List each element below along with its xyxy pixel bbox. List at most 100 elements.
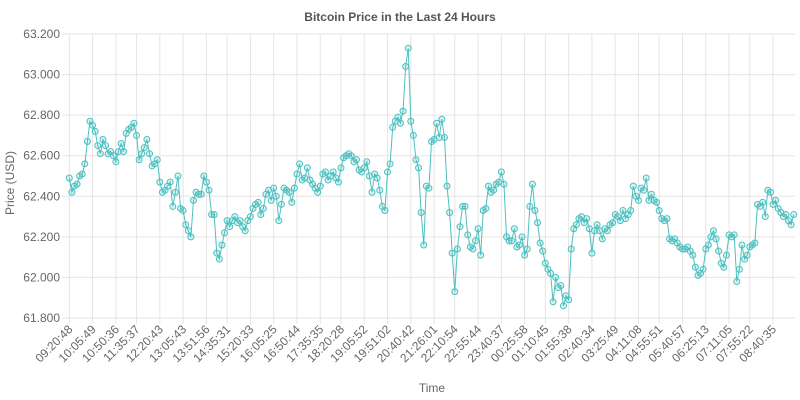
data-point[interactable] xyxy=(153,156,161,164)
data-point[interactable] xyxy=(231,213,239,221)
data-point[interactable] xyxy=(78,170,86,178)
data-point[interactable] xyxy=(68,188,76,196)
data-point[interactable] xyxy=(743,251,751,259)
data-point[interactable] xyxy=(334,178,342,186)
data-point[interactable] xyxy=(143,135,151,143)
data-point[interactable] xyxy=(464,231,472,239)
data-point[interactable] xyxy=(474,225,482,233)
data-point[interactable] xyxy=(508,237,516,245)
data-point[interactable] xyxy=(469,245,477,253)
data-point[interactable] xyxy=(368,188,376,196)
data-point[interactable] xyxy=(446,209,454,217)
data-point[interactable] xyxy=(275,217,283,225)
data-point[interactable] xyxy=(766,188,774,196)
data-point[interactable] xyxy=(557,282,565,290)
data-point[interactable] xyxy=(114,148,122,156)
data-point[interactable] xyxy=(89,121,97,129)
data-point[interactable] xyxy=(451,288,459,296)
data-point[interactable] xyxy=(461,202,469,210)
data-point[interactable] xyxy=(712,235,720,243)
data-point[interactable] xyxy=(521,251,529,259)
data-point[interactable] xyxy=(456,223,464,231)
data-point[interactable] xyxy=(314,188,322,196)
data-point[interactable] xyxy=(386,160,394,168)
data-point[interactable] xyxy=(438,115,446,123)
data-point[interactable] xyxy=(565,296,573,304)
data-point[interactable] xyxy=(730,231,738,239)
data-point[interactable] xyxy=(640,186,648,194)
data-point[interactable] xyxy=(171,188,179,196)
data-point[interactable] xyxy=(704,241,712,249)
data-point[interactable] xyxy=(226,223,234,231)
data-point[interactable] xyxy=(526,202,534,210)
data-point[interactable] xyxy=(772,196,780,204)
data-point[interactable] xyxy=(73,180,81,188)
data-point[interactable] xyxy=(787,221,795,229)
data-point[interactable] xyxy=(156,178,164,186)
data-point[interactable] xyxy=(290,184,298,192)
data-point[interactable] xyxy=(417,209,425,217)
data-point[interactable] xyxy=(634,196,642,204)
data-point[interactable] xyxy=(218,241,226,249)
data-point[interactable] xyxy=(179,206,187,214)
data-point[interactable] xyxy=(402,62,410,70)
data-point[interactable] xyxy=(205,186,213,194)
data-point[interactable] xyxy=(187,233,195,241)
data-point[interactable] xyxy=(146,150,153,158)
data-point[interactable] xyxy=(590,227,598,235)
data-point[interactable] xyxy=(627,206,635,214)
data-point[interactable] xyxy=(629,182,637,190)
data-point[interactable] xyxy=(96,150,104,158)
data-point[interactable] xyxy=(497,168,505,176)
data-point[interactable] xyxy=(246,213,254,221)
data-point[interactable] xyxy=(484,182,492,190)
data-point[interactable] xyxy=(130,119,138,127)
data-point[interactable] xyxy=(549,298,557,306)
data-point[interactable] xyxy=(433,119,441,127)
data-point[interactable] xyxy=(539,247,547,255)
data-point[interactable] xyxy=(65,174,73,182)
data-point[interactable] xyxy=(259,204,267,212)
data-point[interactable] xyxy=(373,174,381,182)
data-point[interactable] xyxy=(303,164,311,172)
data-point[interactable] xyxy=(133,131,141,139)
data-point[interactable] xyxy=(384,168,392,176)
data-point[interactable] xyxy=(415,164,423,172)
data-point[interactable] xyxy=(552,273,560,281)
data-point[interactable] xyxy=(435,133,443,141)
data-point[interactable] xyxy=(547,269,555,277)
data-point[interactable] xyxy=(443,182,451,190)
data-point[interactable] xyxy=(531,206,539,214)
data-point[interactable] xyxy=(316,182,324,190)
data-point[interactable] xyxy=(536,239,544,247)
data-point[interactable] xyxy=(389,123,397,131)
data-point[interactable] xyxy=(270,184,278,192)
data-point[interactable] xyxy=(518,233,526,241)
data-point[interactable] xyxy=(583,215,591,223)
data-point[interactable] xyxy=(448,249,456,257)
data-point[interactable] xyxy=(210,211,218,219)
data-point[interactable] xyxy=(99,135,107,143)
data-point[interactable] xyxy=(534,219,542,227)
data-point[interactable] xyxy=(169,202,177,210)
data-point[interactable] xyxy=(409,131,417,139)
data-point[interactable] xyxy=(593,221,601,229)
data-point[interactable] xyxy=(293,170,301,178)
data-point[interactable] xyxy=(453,245,461,253)
data-point[interactable] xyxy=(425,184,433,192)
data-point[interactable] xyxy=(655,206,663,214)
data-point[interactable] xyxy=(94,142,102,150)
data-point[interactable] xyxy=(477,251,485,259)
data-point[interactable] xyxy=(396,119,404,127)
data-point[interactable] xyxy=(109,152,117,160)
data-point[interactable] xyxy=(236,217,244,225)
data-point[interactable] xyxy=(691,263,699,271)
data-point[interactable] xyxy=(751,239,759,247)
data-point[interactable] xyxy=(759,198,767,206)
data-point[interactable] xyxy=(117,140,125,148)
data-point[interactable] xyxy=(138,150,146,158)
data-point[interactable] xyxy=(609,219,617,227)
data-point[interactable] xyxy=(174,172,182,180)
data-point[interactable] xyxy=(166,178,174,186)
data-point[interactable] xyxy=(790,211,798,219)
